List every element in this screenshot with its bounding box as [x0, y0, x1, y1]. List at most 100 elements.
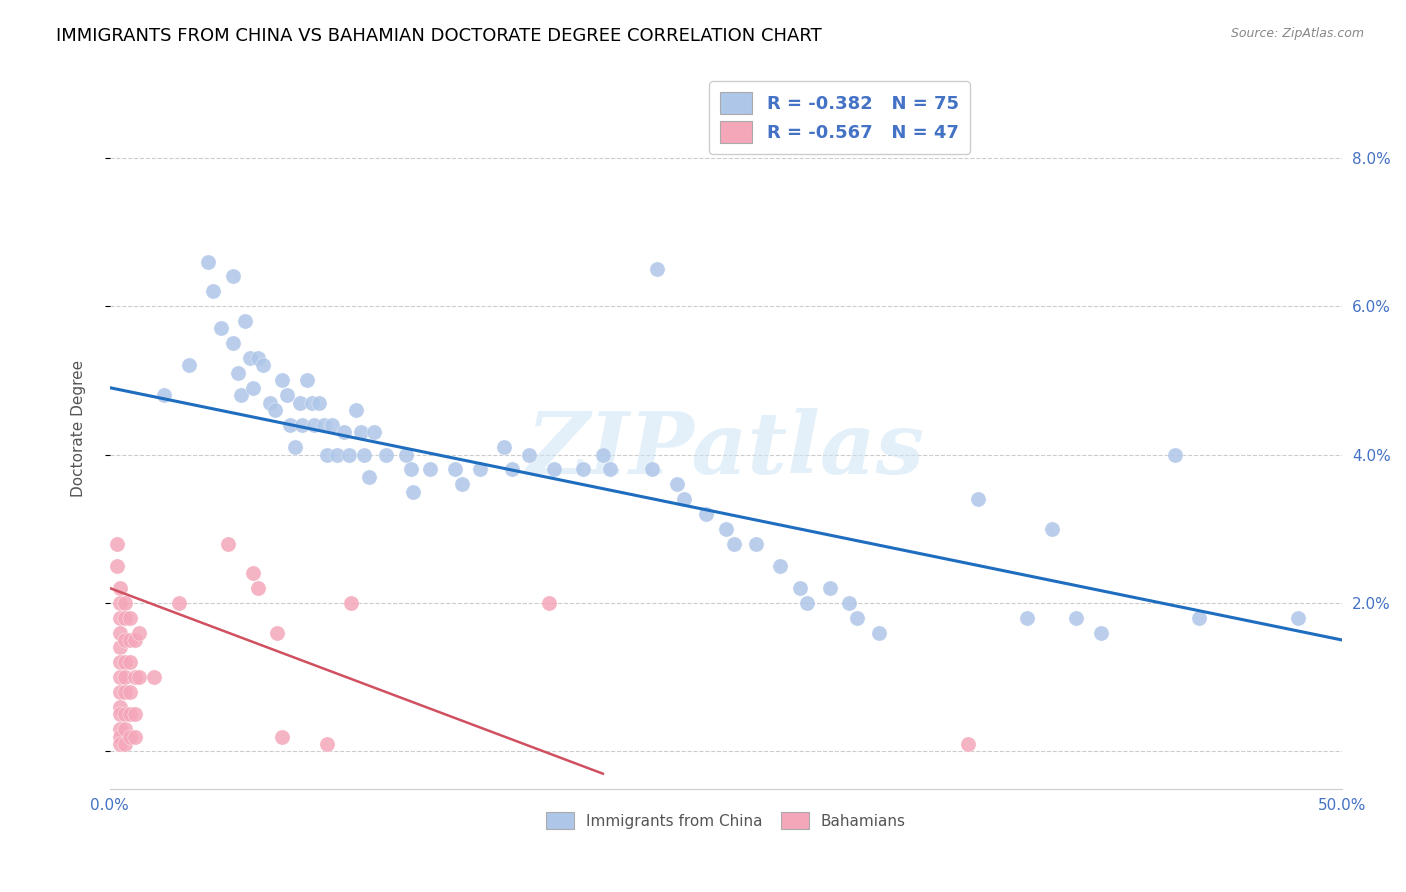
Point — [105, 558, 128, 573]
Point — [357, 469, 380, 483]
Point — [374, 448, 396, 462]
Point — [966, 491, 988, 506]
Point — [108, 722, 131, 736]
Point — [673, 491, 696, 506]
Point — [340, 596, 363, 610]
Point — [304, 417, 326, 432]
Point — [395, 448, 418, 462]
Y-axis label: Doctorate Degree: Doctorate Degree — [72, 360, 86, 497]
Point — [124, 670, 146, 684]
Point — [838, 596, 860, 610]
Point — [321, 417, 343, 432]
Point — [1040, 522, 1063, 536]
Point — [818, 581, 841, 595]
Point — [118, 730, 141, 744]
Point — [246, 581, 269, 595]
Point — [325, 448, 347, 462]
Point — [284, 440, 307, 454]
Point — [399, 462, 422, 476]
Point — [271, 730, 294, 744]
Point — [128, 670, 150, 684]
Point — [114, 656, 136, 670]
Point — [118, 707, 141, 722]
Point — [665, 477, 688, 491]
Point — [291, 417, 314, 432]
Legend: Immigrants from China, Bahamians: Immigrants from China, Bahamians — [540, 806, 912, 835]
Point — [124, 707, 146, 722]
Point — [114, 596, 136, 610]
Point — [714, 522, 737, 536]
Point — [229, 388, 252, 402]
Point — [143, 670, 166, 684]
Point — [222, 269, 245, 284]
Point — [259, 395, 281, 409]
Point — [344, 403, 367, 417]
Point — [333, 425, 356, 440]
Point — [301, 395, 323, 409]
Point — [108, 670, 131, 684]
Point — [108, 685, 131, 699]
Point — [337, 448, 360, 462]
Point — [242, 381, 264, 395]
Point — [645, 261, 668, 276]
Point — [537, 596, 560, 610]
Point — [444, 462, 467, 476]
Point — [468, 462, 491, 476]
Point — [167, 596, 190, 610]
Point — [592, 448, 614, 462]
Point — [956, 737, 979, 751]
Point — [108, 699, 131, 714]
Point — [108, 656, 131, 670]
Point — [276, 388, 298, 402]
Point — [114, 633, 136, 648]
Point — [108, 707, 131, 722]
Point — [108, 596, 131, 610]
Point — [363, 425, 385, 440]
Point — [264, 403, 287, 417]
Point — [118, 633, 141, 648]
Point — [266, 625, 288, 640]
Point — [108, 581, 131, 595]
Point — [314, 417, 336, 432]
Point — [1090, 625, 1112, 640]
Point — [217, 536, 239, 550]
Point — [419, 462, 441, 476]
Point — [769, 558, 792, 573]
Point — [114, 737, 136, 751]
Point — [543, 462, 565, 476]
Point — [114, 611, 136, 625]
Point — [641, 462, 664, 476]
Point — [451, 477, 474, 491]
Point — [114, 670, 136, 684]
Point — [177, 359, 200, 373]
Point — [239, 351, 262, 365]
Point — [1188, 611, 1211, 625]
Point — [744, 536, 766, 550]
Point — [1015, 611, 1038, 625]
Point — [868, 625, 890, 640]
Point — [128, 625, 150, 640]
Point — [118, 611, 141, 625]
Point — [278, 417, 301, 432]
Point — [226, 366, 249, 380]
Point — [517, 448, 540, 462]
Point — [197, 254, 219, 268]
Point — [599, 462, 621, 476]
Text: ZIPatlas: ZIPatlas — [527, 409, 925, 491]
Point — [288, 395, 311, 409]
Point — [118, 656, 141, 670]
Point — [252, 359, 274, 373]
Point — [796, 596, 818, 610]
Point — [308, 395, 330, 409]
Point — [242, 566, 264, 581]
Point — [271, 373, 294, 387]
Point — [108, 640, 131, 655]
Point — [108, 737, 131, 751]
Point — [1064, 611, 1087, 625]
Point — [572, 462, 595, 476]
Point — [114, 722, 136, 736]
Point — [108, 625, 131, 640]
Point — [1164, 448, 1187, 462]
Point — [108, 611, 131, 625]
Point — [246, 351, 269, 365]
